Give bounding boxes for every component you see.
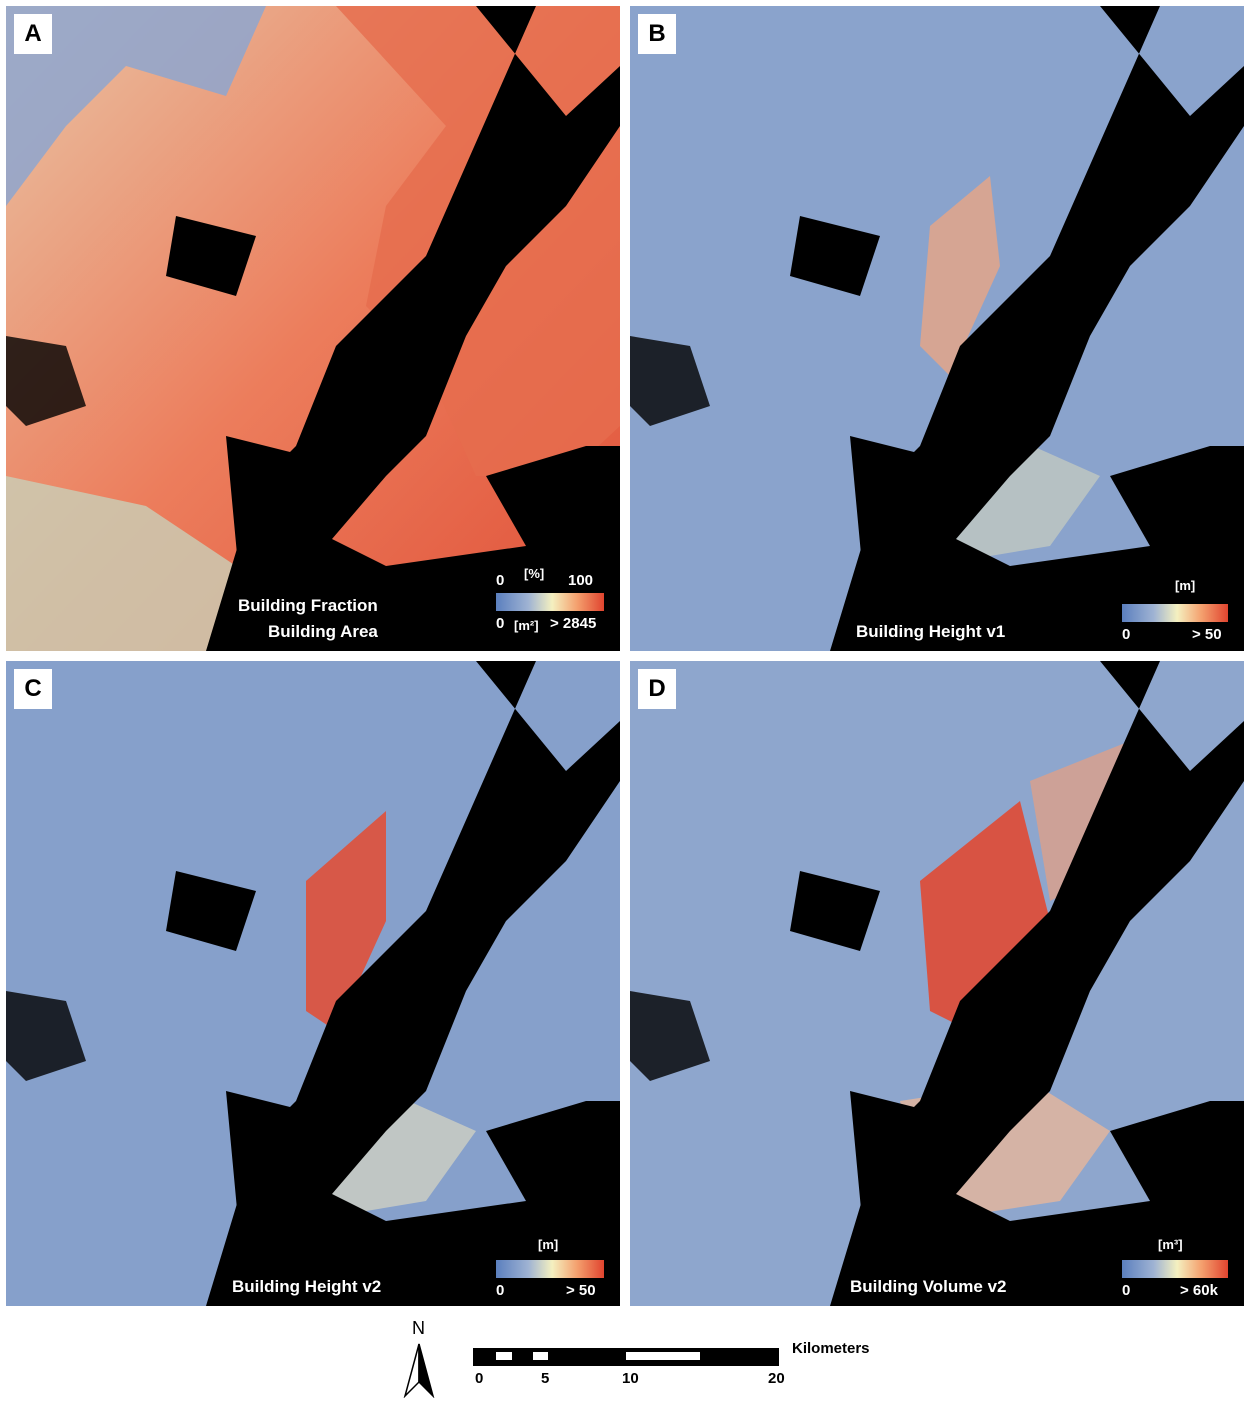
scale-bar (473, 1348, 779, 1366)
legend-a-bottom-min: 0 (496, 615, 505, 632)
legend-b-min: 0 (1122, 626, 1131, 643)
map-footer: N Kilometers 0 5 10 20 (0, 1312, 1245, 1406)
north-arrow-icon (403, 1343, 435, 1398)
scale-tick-10: 10 (622, 1370, 639, 1387)
panel-c-title: Building Height v2 (232, 1277, 382, 1296)
legend-d-min: 0 (1122, 1282, 1131, 1299)
map-panel-c: C Building Height v2 [m] 0 > 50 (6, 661, 620, 1306)
legend-a-bottom-max: > 2845 (550, 615, 597, 632)
legend-b-max: > 50 (1192, 626, 1222, 643)
legend-a-top-max: 100 (568, 572, 594, 589)
legend-c-max: > 50 (566, 1282, 596, 1299)
legend-a-top-unit: [%] (524, 566, 545, 581)
scale-seg-3 (626, 1352, 700, 1360)
map-panel-d: D Building Volume v2 [m³] 0 > 60k (630, 661, 1244, 1306)
panel-b-title: Building Height v1 (856, 622, 1006, 641)
panel-label-b: B (638, 14, 676, 54)
map-panel-a: A Building Fraction Building Area 0 [%] … (6, 6, 620, 651)
legend-a-bottom-unit: [m²] (514, 618, 539, 633)
legend-c-min: 0 (496, 1282, 505, 1299)
panel-label-a: A (14, 14, 52, 54)
scale-tick-5: 5 (541, 1370, 550, 1387)
legend-b-colorbar (1122, 604, 1228, 622)
panel-a-title-area: Building Area (268, 622, 378, 641)
scale-seg-2 (533, 1352, 548, 1360)
legend-a-top-min: 0 (496, 572, 505, 589)
legend-c-colorbar (496, 1260, 604, 1278)
map-a (6, 6, 620, 651)
legend-c-unit: [m] (538, 1237, 559, 1252)
map-d (630, 661, 1244, 1306)
scale-unit: Kilometers (792, 1340, 870, 1357)
legend-d-max: > 60k (1180, 1282, 1218, 1299)
panel-label-d: D (638, 669, 676, 709)
map-b (630, 6, 1244, 651)
panel-label-c: C (14, 669, 52, 709)
scale-tick-20: 20 (768, 1370, 785, 1387)
legend-d-unit: [m³] (1158, 1237, 1183, 1252)
north-label: N (412, 1318, 425, 1338)
legend-a-colorbar (496, 593, 604, 611)
legend-d-colorbar (1122, 1260, 1228, 1278)
panel-a-title-fraction: Building Fraction (238, 596, 378, 615)
legend-b-unit: [m] (1175, 578, 1196, 593)
scale-tick-0: 0 (475, 1370, 484, 1387)
map-panel-b: B Building Height v1 [m] 0 > 50 (630, 6, 1244, 651)
map-c (6, 661, 620, 1306)
panel-d-title: Building Volume v2 (850, 1277, 1007, 1296)
scale-seg-1 (496, 1352, 512, 1360)
